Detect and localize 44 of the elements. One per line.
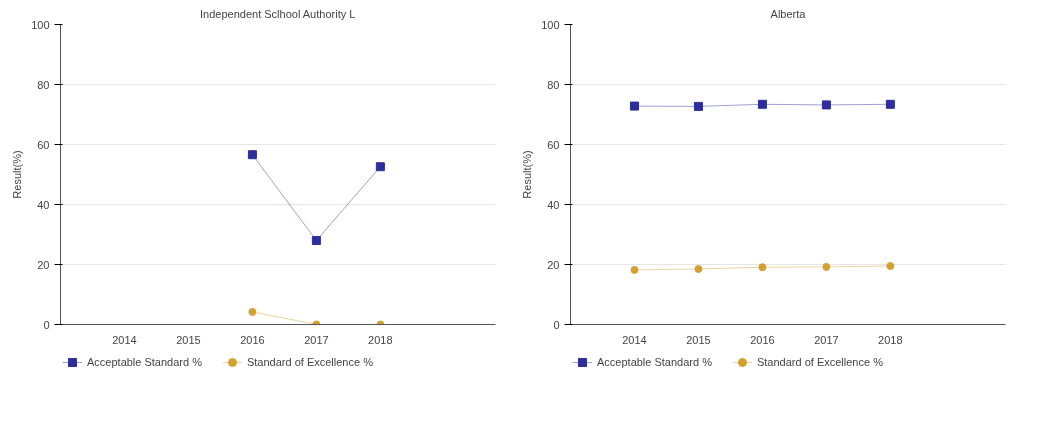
legend-label: Acceptable Standard % xyxy=(87,356,202,368)
y-tick-label: 20 xyxy=(37,258,50,271)
point xyxy=(885,99,895,109)
point xyxy=(822,262,831,271)
y-axis-title: Result(%) xyxy=(521,150,534,199)
x-tick-label: 2016 xyxy=(240,333,265,346)
y-tick-label: 60 xyxy=(37,138,50,151)
point xyxy=(758,263,767,272)
point xyxy=(248,307,257,316)
legend-label: Standard of Excellence % xyxy=(756,356,883,368)
point xyxy=(693,101,703,111)
point xyxy=(629,101,639,111)
y-tick-label: 40 xyxy=(547,198,560,211)
y-tick-label: 60 xyxy=(547,138,560,151)
point xyxy=(311,236,321,245)
point xyxy=(630,265,639,274)
y-tick-label: 100 xyxy=(31,18,50,31)
point xyxy=(821,100,831,110)
x-tick-label: 2014 xyxy=(622,333,647,346)
x-tick-label: 2014 xyxy=(112,333,137,346)
y-tick-label: 80 xyxy=(547,78,560,91)
chart-title: Alberta xyxy=(770,7,807,20)
x-tick-label: 2018 xyxy=(878,333,903,346)
point xyxy=(375,162,385,172)
y-tick-label: 100 xyxy=(541,18,560,31)
x-tick-label: 2017 xyxy=(814,333,839,346)
point xyxy=(694,265,703,273)
legend-label: Standard of Excellence % xyxy=(246,356,373,368)
y-tick-label: 40 xyxy=(37,198,50,211)
point xyxy=(757,99,767,109)
x-tick-label: 2017 xyxy=(304,333,329,346)
legend-label: Acceptable Standard % xyxy=(597,356,712,368)
chart-title: Independent Sclhool Authority L xyxy=(200,7,356,20)
x-tick-label: 2015 xyxy=(686,333,711,346)
x-tick-label: 2015 xyxy=(176,333,201,346)
y-axis-title: Result(%) xyxy=(11,150,24,199)
point xyxy=(886,262,895,270)
x-tick-label: 2016 xyxy=(750,333,775,346)
y-tick-label: 0 xyxy=(553,318,560,331)
y-tick-label: 0 xyxy=(43,318,50,331)
x-tick-label: 2018 xyxy=(368,333,393,346)
point xyxy=(247,150,257,160)
y-tick-label: 80 xyxy=(37,78,50,91)
y-tick-label: 20 xyxy=(547,258,560,271)
